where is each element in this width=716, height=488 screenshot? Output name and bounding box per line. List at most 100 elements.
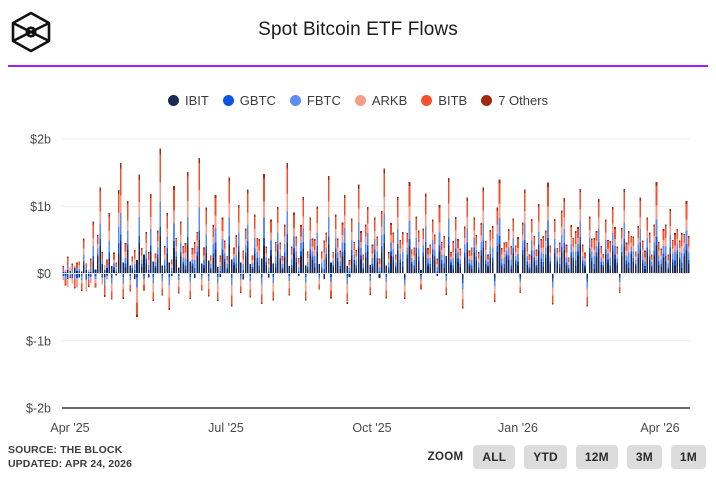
bar-segment-7-others: [233, 247, 235, 249]
bar-segment-fbtc: [681, 253, 683, 263]
bar-segment-fbtc: [473, 237, 475, 248]
zoom-button-all[interactable]: ALL: [473, 445, 516, 469]
legend-item-arkb[interactable]: ARKB: [354, 93, 407, 108]
bar-segment-bitb: [117, 194, 120, 213]
legend-item-7-others[interactable]: 7 Others: [481, 93, 548, 108]
bar-segment-arkb: [501, 254, 503, 259]
bar-segment-ibit: [94, 269, 97, 274]
bar-segment-bitb: [514, 246, 517, 252]
bar-segment-bitb: [99, 191, 101, 212]
bar-segment-gbtc: [131, 268, 134, 271]
legend-item-bitb[interactable]: BITB: [421, 93, 467, 108]
bar-segment-gbtc: [244, 252, 247, 257]
bar-segment-fbtc: [330, 276, 332, 283]
bar-segment-bitb: [152, 292, 154, 300]
bar-segment-fbtc: [528, 263, 531, 268]
legend-item-gbtc[interactable]: GBTC: [222, 93, 276, 108]
bar-segment-gbtc: [558, 264, 561, 269]
bar-segment-gbtc: [454, 248, 457, 254]
bar-segment-gbtc: [143, 273, 145, 276]
bar-segment-ibit: [496, 251, 499, 274]
bar-segment-ibit: [667, 269, 669, 274]
bar-segment-gbtc: [581, 260, 584, 264]
bar-segment-gbtc: [406, 254, 408, 259]
bar-segment-ibit: [422, 256, 425, 274]
bar-segment-bitb: [258, 241, 261, 251]
bar-segment-gbtc: [189, 273, 191, 277]
bar-segment-arkb: [466, 217, 468, 229]
bar-segment-arkb: [628, 244, 630, 253]
bar-segment-gbtc: [205, 246, 208, 253]
bar-segment-gbtc: [300, 251, 302, 257]
bar-segment-7-others: [473, 217, 475, 220]
bar-segment-gbtc: [572, 257, 575, 261]
bar-segment-fbtc: [614, 245, 616, 255]
bar-segment-7-others: [263, 173, 265, 179]
bar-segment-bitb: [537, 206, 540, 222]
bar-segment-bitb: [658, 243, 660, 251]
bar-segment-gbtc: [662, 253, 665, 258]
bar-segment-7-others: [658, 241, 660, 244]
bar-segment-7-others: [78, 261, 81, 263]
bar-segment-arkb: [595, 240, 598, 246]
zoom-button-ytd[interactable]: YTD: [524, 445, 567, 469]
bar-segment-bitb: [242, 251, 245, 260]
bar-segment-fbtc: [189, 276, 191, 283]
bar-segment-7-others: [274, 241, 277, 244]
zoom-button-12m[interactable]: 12M: [575, 445, 618, 469]
bar-segment-fbtc: [323, 260, 325, 269]
bar-segment-7-others: [166, 212, 168, 216]
bar-segment-bitb: [517, 239, 519, 248]
bar-segment-arkb: [457, 247, 459, 253]
bar-segment-fbtc: [607, 253, 609, 260]
bar-segment-fbtc: [350, 239, 353, 250]
bar-segment-7-others: [117, 190, 120, 195]
zoom-button-1m[interactable]: 1M: [670, 445, 706, 469]
bar-segment-7-others: [341, 222, 344, 225]
bar-segment-7-others: [247, 189, 249, 194]
bar-segment-bitb: [159, 154, 161, 183]
zoom-button-3m[interactable]: 3M: [626, 445, 662, 469]
bar-segment-fbtc: [244, 245, 247, 253]
bar-segment-fbtc: [637, 244, 639, 254]
bar-segment-fbtc: [175, 251, 178, 257]
bar-segment-7-others: [385, 297, 388, 299]
bar-segment-bitb: [420, 284, 422, 289]
bar-segment-arkb: [410, 254, 413, 259]
bar-segment-gbtc: [177, 273, 180, 277]
bar-segment-gbtc: [371, 264, 374, 268]
legend-item-fbtc[interactable]: FBTC: [289, 93, 341, 108]
bar-segment-arkb: [281, 260, 284, 265]
bar-segment-arkb: [127, 220, 129, 232]
bar-segment-ibit: [581, 263, 584, 274]
bar-segment-fbtc: [263, 217, 265, 238]
bar-segment-arkb: [346, 284, 348, 294]
bar-segment-7-others: [133, 249, 136, 252]
bar-segment-bitb: [604, 221, 607, 233]
bar-segment-arkb: [92, 237, 94, 246]
bar-segment-fbtc: [177, 276, 180, 281]
bar-segment-ibit: [173, 247, 175, 274]
bar-segment-fbtc: [394, 262, 397, 267]
bar-segment-7-others: [244, 228, 247, 231]
bar-segment-gbtc: [249, 273, 251, 277]
bar-segment-7-others: [355, 249, 358, 252]
bar-segment-arkb: [637, 237, 639, 245]
bar-segment-arkb: [528, 260, 531, 264]
legend-item-ibit[interactable]: IBIT: [167, 93, 209, 108]
bar-segment-arkb: [237, 222, 240, 233]
bar-segment-ibit: [427, 266, 429, 274]
bar-segment-ibit: [457, 262, 459, 274]
bar-segment-arkb: [399, 248, 402, 254]
bar-segment-arkb: [355, 256, 358, 261]
bar-segment-7-others: [618, 292, 621, 294]
bar-segment-bitb: [595, 232, 598, 241]
bar-segment-ibit: [138, 243, 141, 274]
bar-segment-ibit: [357, 247, 360, 274]
bar-segment-arkb: [168, 285, 171, 298]
bar-segment-arkb: [482, 210, 485, 224]
bar-segment-arkb: [658, 250, 660, 256]
bar-segment-gbtc: [237, 245, 240, 252]
bar-segment-ibit: [655, 245, 658, 274]
bar-segment-ibit: [152, 261, 154, 274]
